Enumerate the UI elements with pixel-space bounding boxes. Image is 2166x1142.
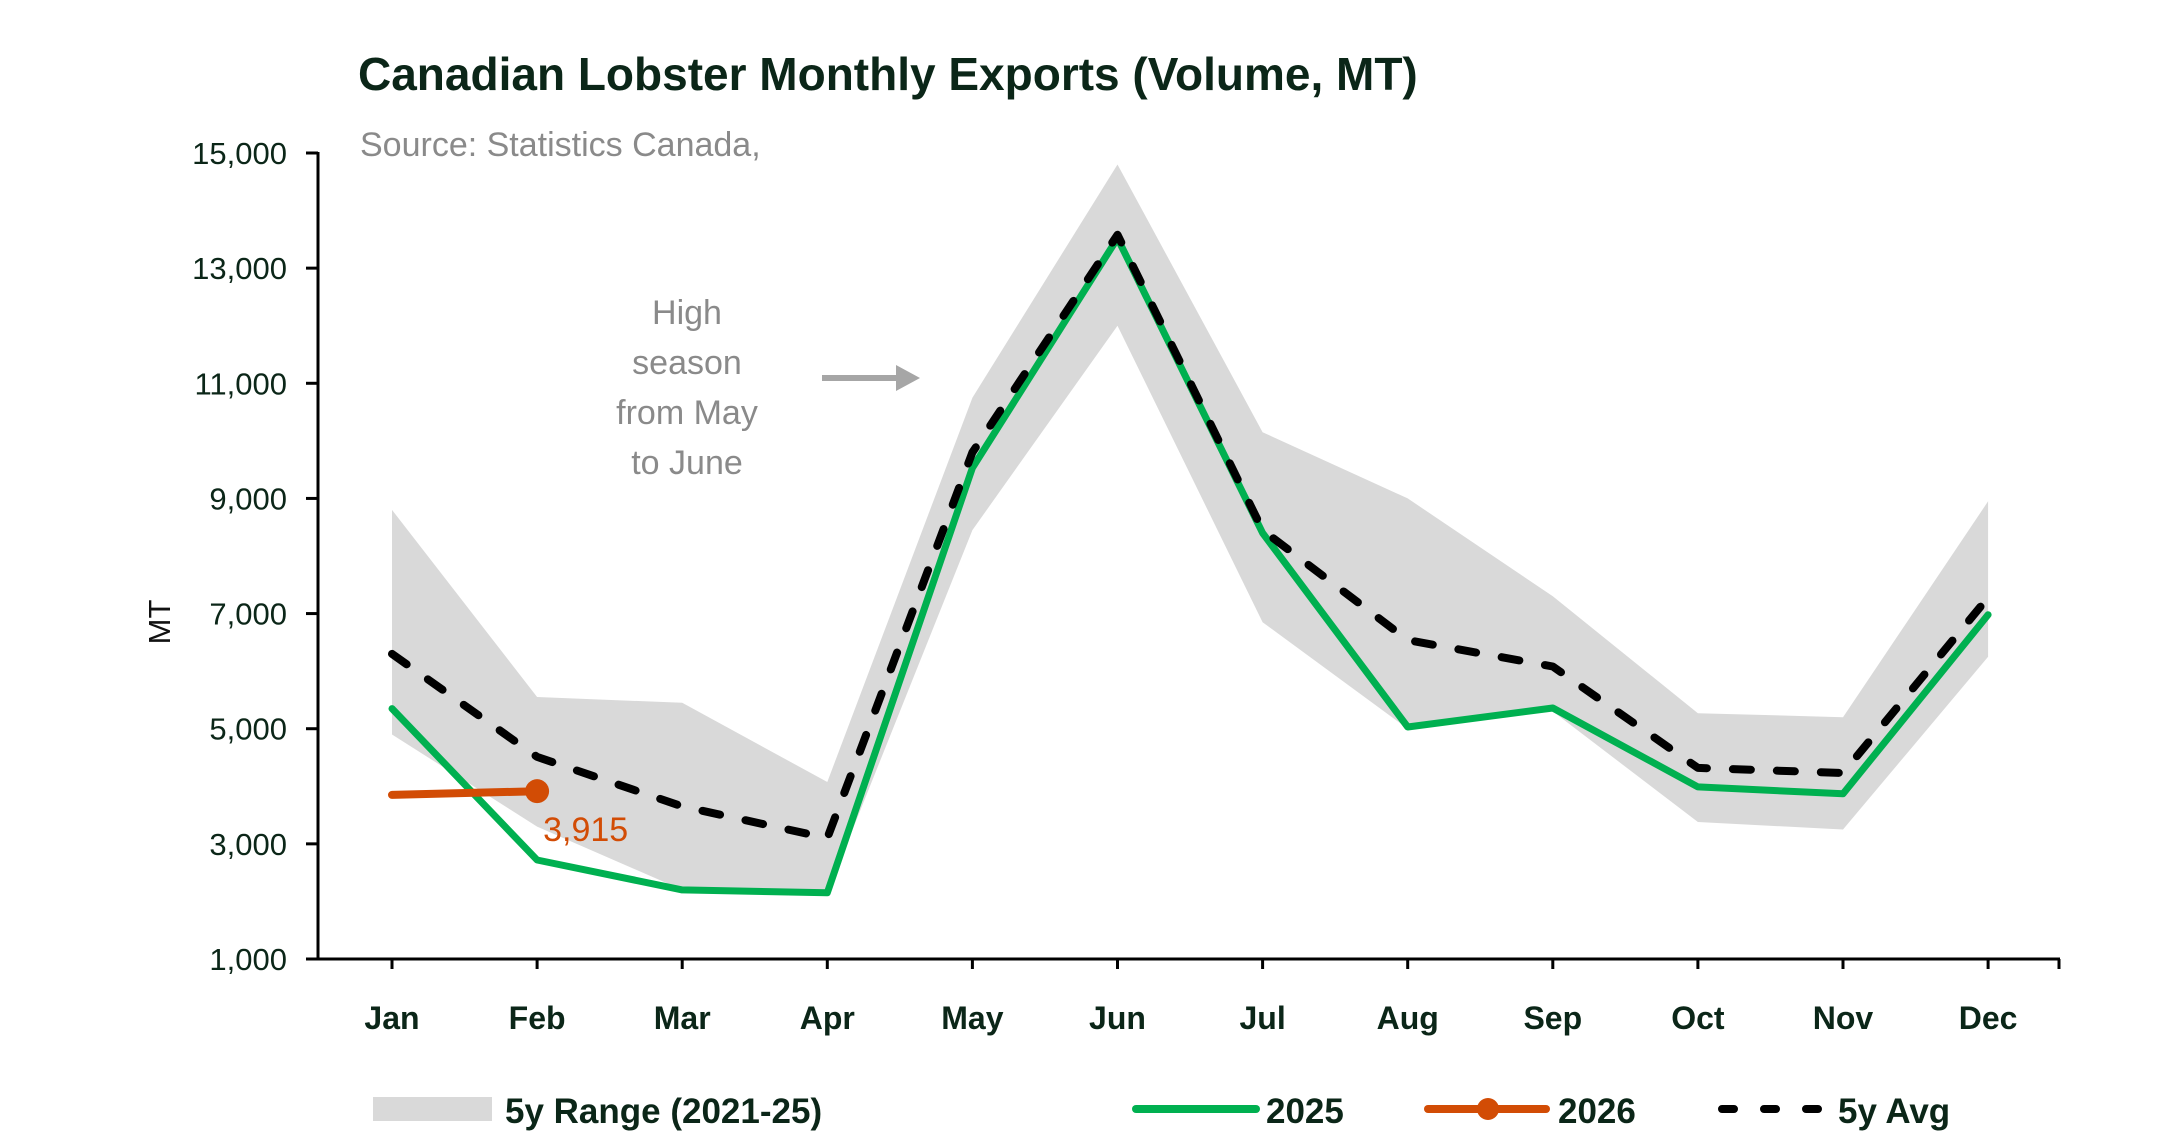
legend-label-range: 5y Range (2021-25) [505, 1092, 822, 1131]
x-tick-label-mar: Mar [654, 1000, 711, 1036]
y-tick-label: 15,000 [192, 136, 287, 171]
x-tick-label-may: May [941, 1000, 1003, 1036]
x-axis-ticks: Jan Feb Mar Apr May Jun Jul Aug Sep Oct Nov Dec [364, 959, 2061, 1036]
arrow-right-icon [822, 365, 920, 391]
x-tick-label-oct: Oct [1671, 1000, 1725, 1036]
annotation-line-4: to June [631, 444, 743, 482]
y-tick-label: 1,000 [209, 942, 287, 977]
y-tick-label: 5,000 [209, 712, 287, 747]
x-tick-label-apr: Apr [800, 1000, 855, 1036]
chart-subtitle: Source: Statistics Canada, [360, 126, 761, 164]
x-tick-label-jul: Jul [1239, 1000, 1285, 1036]
series-markers-2026 [525, 779, 550, 804]
y-tick-label: 11,000 [194, 366, 287, 401]
plot-area: 3,915 [388, 164, 1993, 897]
data-label-2026: 3,915 [543, 811, 628, 849]
series-line-5y-avg [388, 230, 1993, 843]
chart-title: Canadian Lobster Monthly Exports (Volume… [358, 48, 1418, 100]
legend-label-2026: 2026 [1558, 1092, 1636, 1131]
legend-item-5y-avg: 5y Avg [1718, 1092, 1950, 1131]
legend-item-range: 5y Range (2021-25) [373, 1092, 822, 1131]
x-tick-label-dec: Dec [1959, 1000, 2018, 1036]
legend-label-5y-avg: 5y Avg [1838, 1092, 1950, 1131]
annotation: High season from May to June [616, 294, 920, 482]
y-tick-label: 7,000 [209, 597, 287, 632]
y-axis-label: MT [142, 600, 177, 645]
annotation-line-1: High [652, 294, 722, 332]
y-axis-ticks: 1,000 3,000 5,000 7,000 9,000 11,000 13,000 15,… [192, 136, 318, 977]
legend-label-2025: 2025 [1266, 1092, 1344, 1131]
x-tick-label-sep: Sep [1523, 1000, 1582, 1036]
range-area [392, 164, 1989, 893]
series-line-2026 [388, 787, 542, 799]
x-tick-label-jan: Jan [364, 1000, 419, 1036]
x-tick-label-aug: Aug [1377, 1000, 1439, 1036]
y-tick-label: 9,000 [209, 481, 287, 516]
legend-marker-2026 [1477, 1098, 1499, 1120]
legend-item-2025: 2025 [1132, 1092, 1344, 1131]
axes: 1,000 3,000 5,000 7,000 9,000 11,000 13,000 15,… [142, 136, 2061, 1036]
legend-swatch-range [373, 1097, 492, 1121]
annotation-line-2: season [632, 344, 742, 382]
x-tick-label-feb: Feb [509, 1000, 566, 1036]
y-tick-label: 3,000 [209, 827, 287, 862]
x-tick-label-jun: Jun [1089, 1000, 1146, 1036]
y-tick-label: 13,000 [192, 251, 287, 286]
legend-item-2026: 2026 [1424, 1092, 1636, 1131]
x-tick-label-nov: Nov [1813, 1000, 1874, 1036]
data-point-2026-feb [525, 779, 550, 804]
annotation-line-3: from May [616, 394, 758, 432]
legend: 5y Range (2021-25) 2025 2026 5y Avg [373, 1092, 1950, 1131]
